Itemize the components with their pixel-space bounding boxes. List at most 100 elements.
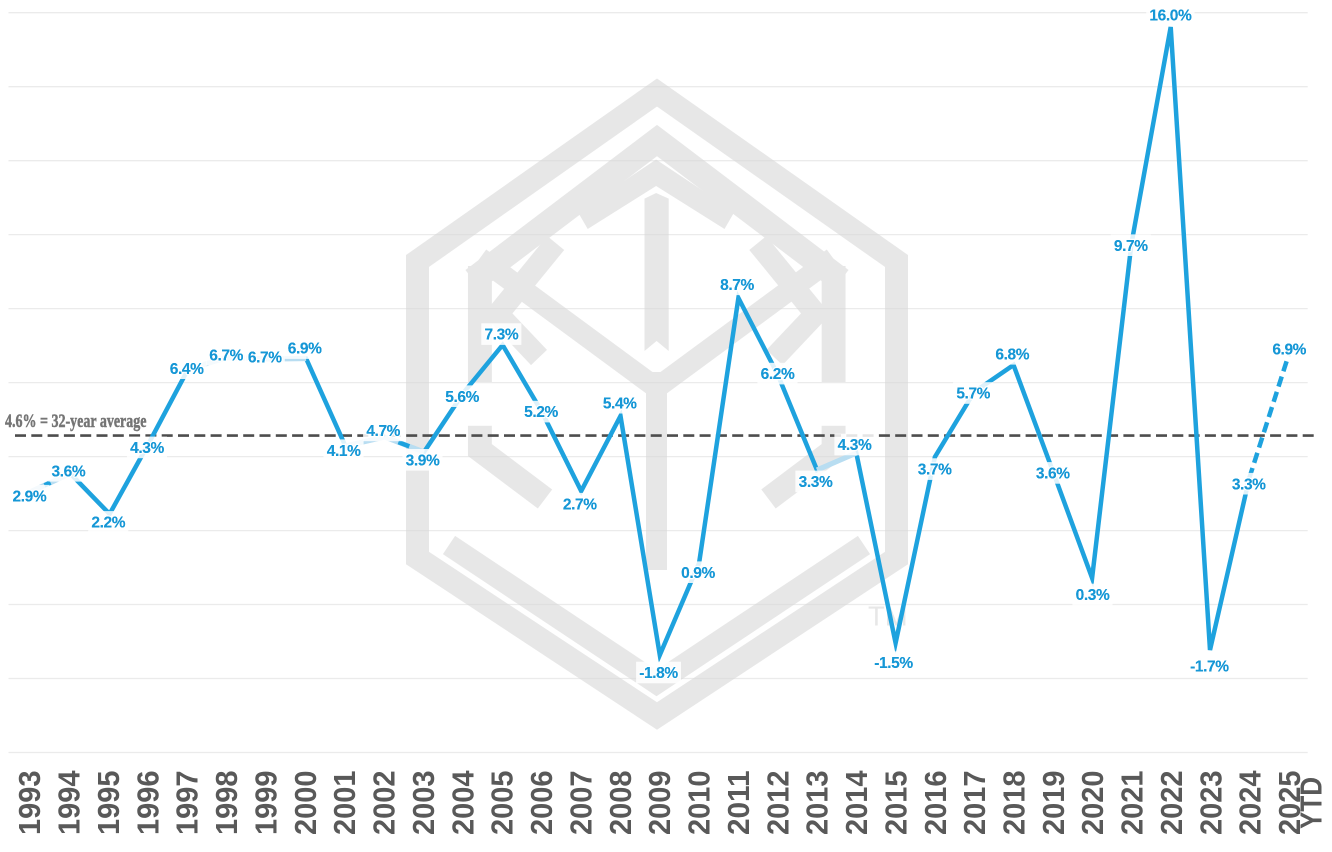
svg-text:3.3%: 3.3% [1232, 476, 1266, 493]
svg-text:2.7%: 2.7% [563, 496, 597, 513]
svg-text:5.2%: 5.2% [524, 404, 558, 421]
svg-text:6.7%: 6.7% [248, 350, 282, 367]
svg-text:6.4%: 6.4% [170, 361, 204, 378]
svg-text:2012: 2012 [760, 771, 795, 836]
svg-text:4.3%: 4.3% [838, 437, 872, 454]
svg-text:6.7%: 6.7% [209, 347, 243, 364]
svg-text:3.9%: 3.9% [406, 452, 440, 469]
svg-text:2.7%: 2.7% [563, 496, 597, 513]
svg-text:4.1%: 4.1% [327, 443, 361, 460]
svg-text:16.0%: 16.0% [1149, 7, 1192, 24]
svg-text:3.9%: 3.9% [406, 452, 440, 469]
svg-text:16.0%: 16.0% [1149, 7, 1192, 24]
svg-text:5.4%: 5.4% [603, 395, 637, 412]
svg-text:5.2%: 5.2% [524, 404, 558, 421]
svg-text:-1.8%: -1.8% [639, 665, 678, 682]
svg-text:2023: 2023 [1193, 771, 1228, 836]
svg-text:2018: 2018 [997, 771, 1032, 836]
svg-text:5.6%: 5.6% [445, 389, 479, 406]
svg-text:2019: 2019 [1036, 771, 1071, 836]
svg-text:6.7%: 6.7% [248, 350, 282, 367]
svg-text:8.7%: 8.7% [720, 277, 754, 294]
svg-text:8.7%: 8.7% [720, 277, 754, 294]
svg-text:1999: 1999 [249, 771, 284, 836]
svg-text:9.7%: 9.7% [1114, 238, 1148, 255]
svg-text:6.8%: 6.8% [995, 346, 1029, 363]
svg-text:0.3%: 0.3% [1076, 587, 1110, 604]
svg-text:2005: 2005 [485, 771, 520, 836]
svg-text:2002: 2002 [367, 771, 402, 836]
svg-text:2006: 2006 [524, 771, 559, 836]
svg-text:1997: 1997 [170, 771, 205, 836]
svg-text:6.2%: 6.2% [761, 366, 795, 383]
svg-text:-1.8%: -1.8% [639, 665, 678, 682]
svg-text:1998: 1998 [209, 771, 244, 836]
svg-text:4.7%: 4.7% [366, 423, 400, 440]
svg-text:6.2%: 6.2% [761, 366, 795, 383]
svg-text:4.3%: 4.3% [838, 437, 872, 454]
svg-text:3.6%: 3.6% [52, 463, 86, 480]
svg-text:4.7%: 4.7% [366, 423, 400, 440]
svg-text:6.9%: 6.9% [288, 341, 322, 358]
svg-text:2010: 2010 [682, 771, 717, 836]
svg-text:-1.5%: -1.5% [874, 655, 913, 672]
svg-text:4.3%: 4.3% [130, 440, 164, 457]
svg-text:5.6%: 5.6% [445, 389, 479, 406]
svg-text:2004: 2004 [445, 770, 480, 835]
svg-text:2024: 2024 [1233, 770, 1268, 835]
svg-text:2021: 2021 [1115, 771, 1150, 836]
svg-text:1995: 1995 [91, 771, 126, 836]
svg-text:2.9%: 2.9% [13, 488, 47, 505]
svg-text:0.9%: 0.9% [681, 565, 715, 582]
svg-text:-1.5%: -1.5% [874, 655, 913, 672]
svg-text:3.6%: 3.6% [52, 463, 86, 480]
svg-text:2.9%: 2.9% [13, 488, 47, 505]
svg-text:2011: 2011 [721, 771, 756, 836]
svg-text:2013: 2013 [800, 771, 835, 836]
svg-text:2000: 2000 [288, 771, 323, 836]
svg-text:2025: 2025 [1272, 771, 1307, 836]
svg-text:5.7%: 5.7% [956, 386, 990, 403]
svg-text:6.4%: 6.4% [170, 361, 204, 378]
svg-text:4.6% = 32-year average: 4.6% = 32-year average [5, 412, 147, 432]
svg-text:YTD: YTD [1293, 777, 1328, 829]
svg-text:0.9%: 0.9% [681, 565, 715, 582]
svg-text:3.6%: 3.6% [1036, 466, 1070, 483]
svg-text:2008: 2008 [603, 771, 638, 836]
svg-text:5.4%: 5.4% [603, 395, 637, 412]
svg-text:6.9%: 6.9% [1272, 341, 1306, 358]
svg-text:2.2%: 2.2% [91, 515, 125, 532]
svg-text:2003: 2003 [406, 771, 441, 836]
svg-text:2015: 2015 [878, 771, 913, 836]
svg-text:2.2%: 2.2% [91, 515, 125, 532]
svg-text:3.3%: 3.3% [799, 474, 833, 491]
svg-text:4.1%: 4.1% [327, 443, 361, 460]
svg-text:6.9%: 6.9% [1272, 341, 1306, 358]
svg-text:3.7%: 3.7% [918, 462, 952, 479]
svg-text:5.7%: 5.7% [956, 386, 990, 403]
svg-text:4.3%: 4.3% [130, 440, 164, 457]
svg-text:2014: 2014 [839, 770, 874, 835]
svg-text:2007: 2007 [563, 771, 598, 836]
svg-text:1996: 1996 [130, 771, 165, 836]
svg-text:3.3%: 3.3% [799, 474, 833, 491]
svg-text:-1.7%: -1.7% [1190, 658, 1229, 675]
svg-text:2001: 2001 [327, 771, 362, 836]
svg-text:1994: 1994 [52, 770, 87, 835]
svg-text:3.6%: 3.6% [1036, 466, 1070, 483]
svg-text:7.3%: 7.3% [485, 327, 519, 344]
svg-text:-1.7%: -1.7% [1190, 658, 1229, 675]
svg-text:6.8%: 6.8% [995, 346, 1029, 363]
svg-text:3.3%: 3.3% [1232, 476, 1266, 493]
svg-text:2016: 2016 [918, 771, 953, 836]
svg-text:7.3%: 7.3% [485, 327, 519, 344]
svg-text:6.9%: 6.9% [288, 341, 322, 358]
svg-text:2017: 2017 [957, 771, 992, 836]
svg-text:9.7%: 9.7% [1114, 238, 1148, 255]
svg-text:2009: 2009 [642, 771, 677, 836]
svg-text:2020: 2020 [1075, 771, 1110, 836]
svg-text:1993: 1993 [12, 771, 47, 836]
svg-text:2022: 2022 [1154, 771, 1189, 836]
svg-text:6.7%: 6.7% [209, 347, 243, 364]
svg-text:3.7%: 3.7% [918, 462, 952, 479]
